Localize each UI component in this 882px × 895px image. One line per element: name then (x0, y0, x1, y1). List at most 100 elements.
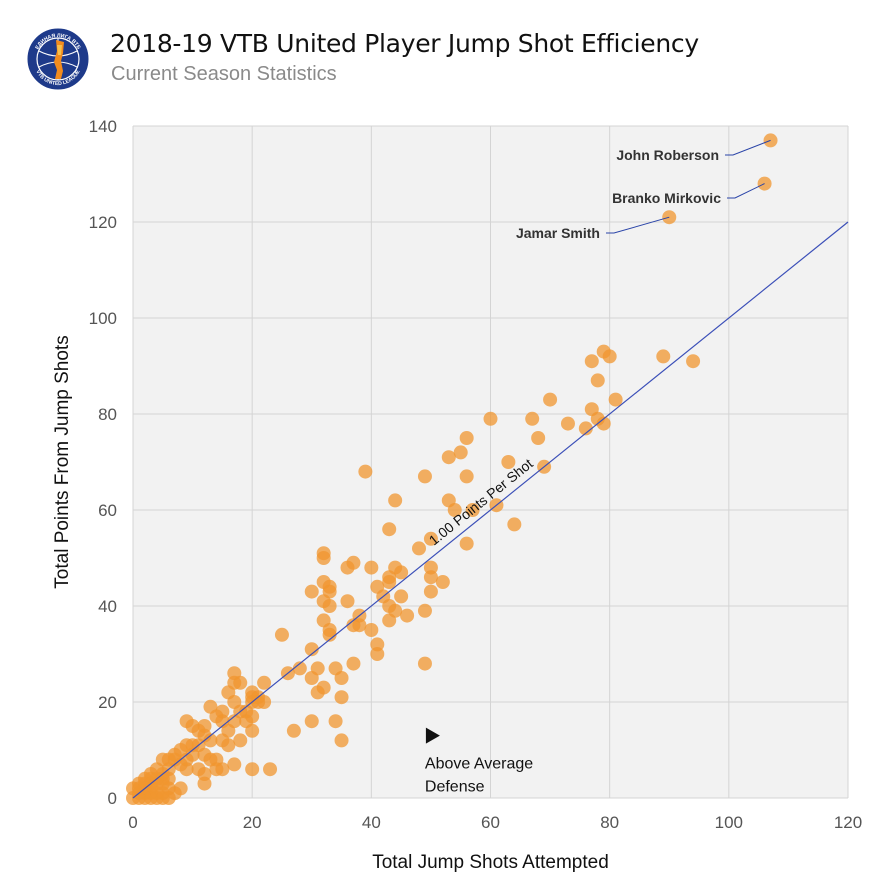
x-tick-label: 80 (600, 813, 619, 832)
logo-trophy-highlight (57, 45, 62, 55)
data-point (334, 733, 349, 748)
data-point (459, 469, 474, 484)
y-tick-label: 120 (89, 213, 117, 232)
data-point (483, 411, 498, 426)
chart-subtitle: Current Season Statistics (111, 63, 337, 86)
x-tick-label: 100 (715, 813, 743, 832)
x-tick-label: 40 (362, 813, 381, 832)
x-tick-label: 120 (834, 813, 862, 832)
data-point (394, 589, 409, 604)
data-point (447, 503, 462, 517)
x-axis-ticks: 0 20 40 60 80 100 120 (128, 813, 862, 832)
data-point (322, 627, 337, 642)
data-point (453, 445, 468, 460)
callout-label: Jamar Smith (516, 225, 600, 241)
data-point (584, 354, 599, 369)
data-point (352, 618, 367, 633)
data-points (126, 133, 778, 805)
data-point (322, 599, 337, 613)
data-point (531, 431, 546, 445)
data-point (215, 762, 230, 777)
data-point (435, 575, 450, 589)
data-point (412, 541, 426, 556)
data-point (417, 469, 432, 484)
data-point (310, 685, 325, 700)
data-point (400, 608, 415, 623)
data-point (686, 354, 701, 369)
data-point (179, 762, 194, 777)
data-point (417, 656, 432, 671)
data-point (560, 416, 575, 431)
x-tick-label: 20 (243, 813, 262, 832)
data-point (423, 560, 438, 575)
data-point (364, 560, 379, 575)
y-tick-label: 60 (98, 501, 117, 520)
data-point (417, 603, 432, 618)
data-point (590, 373, 605, 388)
callout-line (725, 139, 771, 156)
y-tick-label: 20 (98, 693, 117, 712)
data-point (543, 392, 558, 407)
data-point (233, 733, 248, 748)
data-point (423, 531, 438, 546)
data-point (197, 767, 212, 781)
data-point (274, 627, 289, 642)
data-point (340, 594, 355, 609)
data-point (501, 455, 516, 469)
data-point (465, 503, 480, 517)
data-point (459, 431, 474, 445)
chart-subtitle-text: Current Season Statistics (111, 63, 337, 85)
data-point (304, 714, 319, 729)
data-point (364, 623, 379, 637)
data-point (382, 613, 397, 628)
x-tick-label: 0 (128, 813, 137, 832)
data-point (245, 709, 260, 724)
data-point (263, 762, 278, 777)
y-axis-title: Total Points From Jump Shots (52, 335, 73, 588)
callout-label: Branko Mirkovic (612, 190, 721, 206)
league-logo: ЕДИНАЯ ЛИГА ВТБ VTB UNITED LEAGUE (26, 27, 90, 91)
annotation-line-2: Defense (425, 779, 485, 796)
data-point (423, 584, 438, 599)
data-point (334, 690, 349, 705)
logo-ring-outline (26, 27, 90, 91)
data-point (197, 776, 212, 791)
y-tick-label: 0 (108, 789, 117, 808)
data-point (126, 781, 140, 796)
data-point (221, 738, 236, 753)
chart-title: 2018-19 VTB United Player Jump Shot Effi… (110, 29, 699, 58)
callout-line (606, 216, 670, 234)
y-axis-ticks: 0 20 40 60 80 100 120 140 (89, 117, 117, 808)
data-point (441, 450, 456, 465)
callout-line (727, 183, 765, 199)
data-point (388, 493, 403, 508)
data-point (257, 675, 272, 690)
data-point (304, 642, 319, 657)
y-tick-label: 80 (98, 405, 117, 424)
data-point (423, 570, 438, 585)
data-point (382, 522, 397, 537)
right-triangle-icon (425, 727, 440, 744)
data-point (346, 555, 361, 570)
data-point (286, 723, 301, 738)
data-point (608, 392, 623, 407)
data-point (304, 584, 319, 599)
y-tick-label: 40 (98, 597, 117, 616)
data-point (179, 714, 194, 729)
data-point (245, 762, 260, 777)
data-point (257, 695, 272, 709)
data-point (292, 661, 307, 676)
x-axis-title: Total Jump Shots Attempted (372, 852, 609, 873)
data-point (590, 411, 605, 426)
data-point (507, 517, 522, 532)
data-point (346, 656, 361, 671)
callout-label: John Roberson (616, 147, 719, 163)
x-tick-label: 60 (481, 813, 500, 832)
data-point (382, 575, 397, 589)
reference-line (132, 221, 849, 799)
data-point (316, 551, 331, 565)
callouts: John Roberson Branko Mirkovic Jamar Smith (516, 139, 771, 241)
data-point (394, 565, 409, 580)
data-point (161, 791, 176, 805)
